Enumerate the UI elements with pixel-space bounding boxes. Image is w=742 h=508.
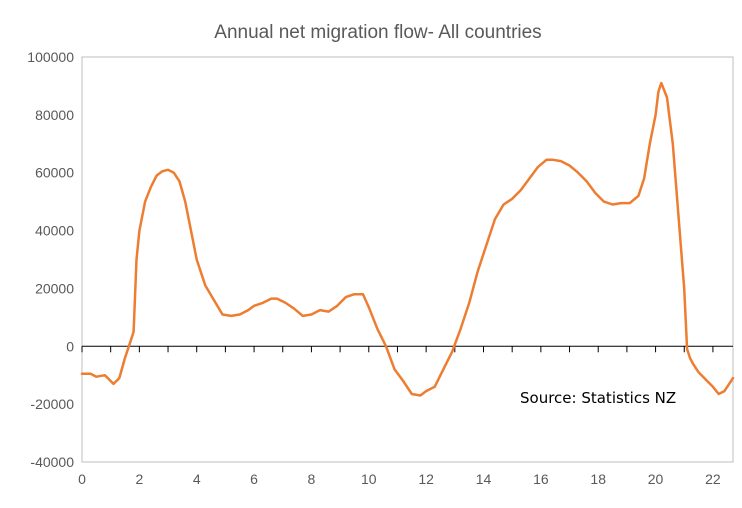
- x-tick-label: 12: [418, 471, 434, 487]
- x-tick-label: 16: [533, 471, 549, 487]
- x-axis: 0 2 4 6 8 10 12 14 16 18 20 22: [78, 345, 733, 487]
- y-tick-label: 0: [66, 338, 74, 354]
- series-line-0: [80, 81, 735, 397]
- y-tick-label: 80000: [35, 107, 74, 123]
- plot-area-border: [81, 56, 734, 463]
- x-tick-label: 20: [648, 471, 664, 487]
- x-tick-label: 18: [590, 471, 606, 487]
- source-annotation: Source: Statistics NZ: [520, 389, 676, 407]
- x-tick-label: 14: [476, 471, 492, 487]
- chart-title: Annual net migration flow- All countries: [214, 22, 541, 43]
- y-tick-label: 100000: [27, 49, 74, 65]
- x-tick-label: 22: [705, 471, 721, 487]
- x-tick-label: 6: [250, 471, 258, 487]
- y-tick-label: 60000: [35, 165, 74, 181]
- x-tick-label: 10: [361, 471, 377, 487]
- x-tick-label: 4: [193, 471, 201, 487]
- x-tick-label: 8: [308, 471, 316, 487]
- y-tick-label: 20000: [35, 280, 74, 296]
- x-tick-label: 2: [135, 471, 143, 487]
- y-tick-label: -20000: [30, 396, 74, 412]
- series-layer: [80, 81, 735, 397]
- x-tick-label: 0: [78, 471, 86, 487]
- y-axis-ticks: -40000 -20000 0 20000 40000 60000 80000 100000: [27, 49, 74, 470]
- y-tick-label: -40000: [30, 454, 74, 470]
- y-tick-label: 40000: [35, 223, 74, 239]
